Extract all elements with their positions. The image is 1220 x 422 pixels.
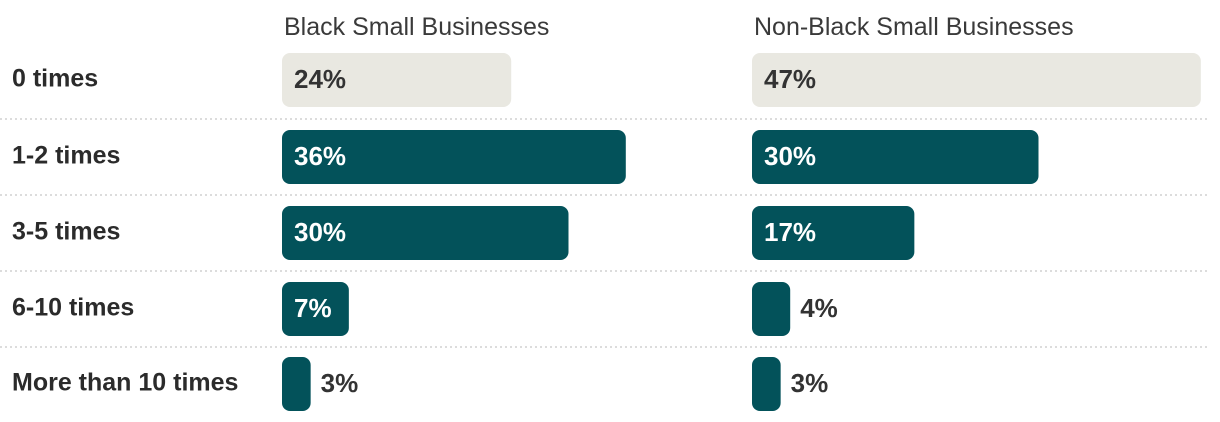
bar-value-label: 7% — [294, 293, 332, 323]
series-title-0: Black Small Businesses — [284, 13, 549, 41]
bar-value-label: 3% — [791, 368, 829, 398]
bar-value-label: 36% — [294, 141, 346, 171]
bar-series-1-3 — [752, 282, 791, 336]
category-label: 0 times — [12, 65, 98, 93]
bar-value-label: 30% — [764, 141, 816, 171]
bar-series-1-0 — [752, 53, 1201, 107]
bar-value-label: 17% — [764, 217, 816, 247]
category-label: 6-10 times — [12, 294, 134, 322]
category-label: More than 10 times — [12, 369, 238, 397]
bar-value-label: 4% — [800, 293, 838, 323]
bar-series-0-3 — [282, 282, 349, 336]
bar-series-0-4 — [282, 357, 311, 411]
bar-series-0-2 — [282, 206, 569, 260]
series-title-1: Non-Black Small Businesses — [754, 13, 1074, 41]
category-label: 3-5 times — [12, 218, 120, 246]
category-label: 1-2 times — [12, 142, 120, 170]
bar-value-label: 47% — [764, 64, 816, 94]
bar-value-label: 3% — [321, 368, 359, 398]
bar-value-label: 30% — [294, 217, 346, 247]
bar-series-1-4 — [752, 357, 781, 411]
bar-series-1-2 — [752, 206, 915, 260]
bar-series-0-1 — [282, 130, 626, 184]
bar-value-label: 24% — [294, 64, 346, 94]
bar-series-1-1 — [752, 130, 1039, 184]
bar-series-0-0 — [282, 53, 512, 107]
